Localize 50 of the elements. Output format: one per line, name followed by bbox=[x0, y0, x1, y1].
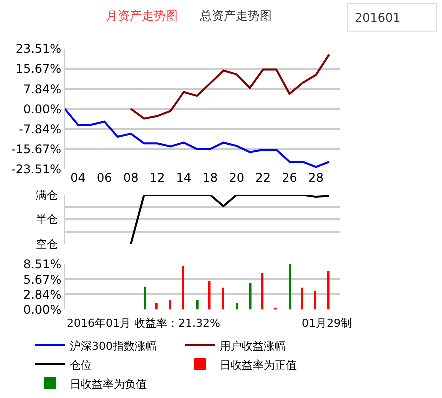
bar bbox=[222, 288, 224, 310]
bar bbox=[261, 274, 264, 310]
x-tick-label: 26 bbox=[282, 171, 298, 186]
y-tick-label: -23.51% bbox=[12, 162, 62, 176]
bar bbox=[327, 271, 330, 310]
legend-label: 日收益率为负值 bbox=[70, 378, 147, 391]
text: 半仓 bbox=[36, 213, 58, 226]
text: 空仓 bbox=[36, 238, 58, 251]
bar bbox=[182, 266, 184, 310]
y-tick-label: 23.51% bbox=[16, 42, 62, 56]
y-tick-label: 0.00% bbox=[23, 302, 62, 317]
y-tick-label: 2.84% bbox=[23, 288, 62, 302]
text: 201601 bbox=[355, 11, 401, 25]
y-tick-label: 15.67% bbox=[16, 62, 62, 76]
x-tick-label: 18 bbox=[202, 171, 218, 186]
line-series bbox=[130, 54, 330, 120]
x-tick-label: 12 bbox=[150, 171, 166, 186]
bar bbox=[249, 283, 252, 310]
text: 总资产走势图 bbox=[199, 9, 272, 23]
x-tick-label: 28 bbox=[308, 171, 324, 186]
y-tick-label: 7.84% bbox=[23, 82, 62, 96]
x-tick-label: 06 bbox=[97, 171, 112, 186]
text: 01月29制 bbox=[302, 317, 352, 330]
bar bbox=[289, 264, 292, 310]
bar bbox=[155, 303, 158, 310]
text: 2016年01月 收益率：21.32% bbox=[67, 317, 220, 330]
bar bbox=[236, 303, 239, 310]
y-tick-label: 5.67% bbox=[23, 272, 62, 287]
x-tick-label: 22 bbox=[256, 171, 271, 186]
bar bbox=[169, 300, 172, 310]
x-tick-label: 08 bbox=[123, 171, 139, 186]
x-tick-label: 14 bbox=[176, 171, 192, 186]
y-tick-label: -7.84% bbox=[19, 122, 62, 136]
y-tick-label: 0.00% bbox=[23, 102, 62, 116]
x-tick-label: 20 bbox=[229, 171, 245, 186]
bar bbox=[208, 282, 211, 310]
y-tick-label: -15.67% bbox=[12, 142, 62, 156]
line-series bbox=[65, 108, 330, 168]
legend-label: 沪深300指数涨幅 bbox=[70, 340, 157, 353]
x-tick-label: 04 bbox=[70, 171, 86, 186]
text: 月资产走势图 bbox=[106, 9, 178, 23]
text: 满仓 bbox=[36, 189, 58, 202]
y-tick-label: 8.51% bbox=[23, 258, 62, 272]
bar bbox=[144, 286, 146, 310]
bar bbox=[301, 288, 304, 310]
bar bbox=[196, 300, 199, 310]
legend-label: 仓位 bbox=[70, 358, 92, 372]
legend-label: 日收益率为正值 bbox=[220, 358, 297, 372]
bar bbox=[314, 291, 317, 310]
legend-label: 用户收益涨幅 bbox=[220, 340, 286, 353]
